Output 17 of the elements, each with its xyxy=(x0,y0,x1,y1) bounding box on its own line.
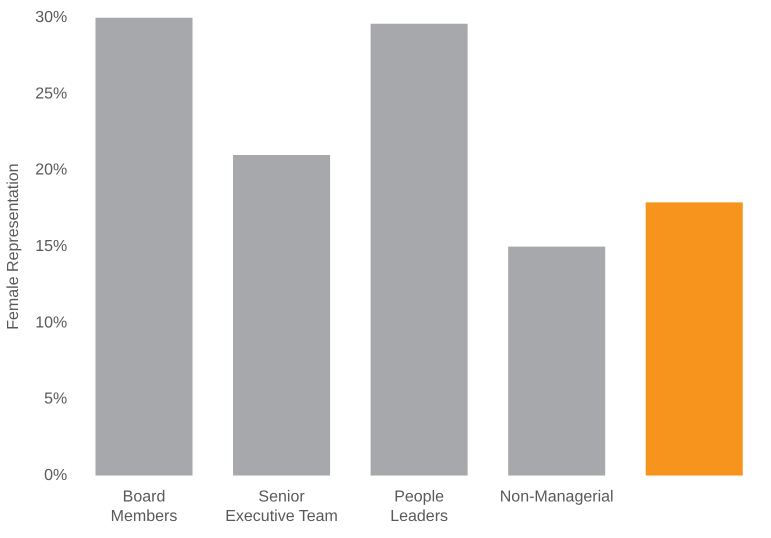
y-tick-label: 30% xyxy=(35,9,68,26)
y-axis-title: Female Representation xyxy=(5,163,22,330)
y-tick-label: 25% xyxy=(35,85,68,102)
y-tick-label: 20% xyxy=(35,162,68,179)
y-tick-label: 10% xyxy=(35,314,68,332)
bar xyxy=(233,155,330,476)
bar xyxy=(508,246,606,476)
x-tick-label: Senior Executive Team xyxy=(225,488,338,525)
y-tick-label: 15% xyxy=(35,238,68,256)
y-tick-label: 0% xyxy=(44,467,68,484)
bar xyxy=(370,24,468,476)
x-tick-label: Non-Managerial xyxy=(500,488,614,506)
bar xyxy=(646,202,743,476)
y-tick-label: 5% xyxy=(44,390,68,408)
x-tick-label: Board Members xyxy=(110,488,178,525)
x-tick-label: People Leaders xyxy=(390,488,448,525)
bar xyxy=(95,18,193,476)
